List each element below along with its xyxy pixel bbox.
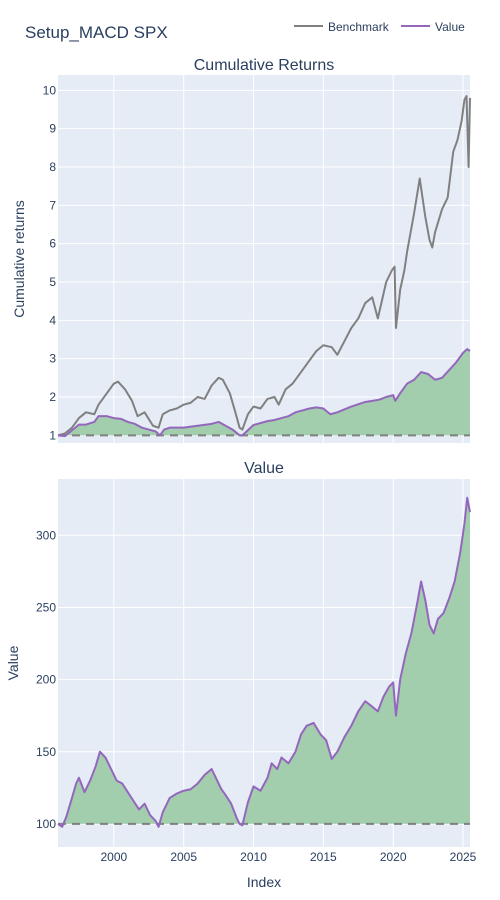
legend: Benchmark Value [294,20,465,34]
y-tick-label-250: 250 [36,600,56,614]
value-area-fill [58,497,470,827]
y-tick-label-7: 7 [49,198,56,212]
y-tick-label-5: 5 [49,275,56,289]
value-area-fill [58,349,470,437]
legend-label-benchmark: Benchmark [328,20,390,34]
y-tick-label-10: 10 [43,83,57,97]
value-panel-ylabel: Value [5,645,21,680]
y-tick-label-1: 1 [49,428,56,442]
y-tick-label-6: 6 [49,237,56,251]
value-fill-area-cumulative [58,349,470,437]
y-tick-label-100: 100 [36,817,56,831]
legend-label-value: Value [435,20,465,34]
y-tick-label-300: 300 [36,528,56,542]
page-title: Setup_MACD SPX [25,23,168,42]
series-line-benchmark [57,95,471,437]
x-tick-label-2000: 2000 [101,850,128,864]
y-tick-label-4: 4 [49,313,56,327]
value-panel: 100 150 200 250 300 2000 2005 2010 2015 2020 2025… [5,460,477,890]
y-tick-labels-cumulative: 1 2 3 4 5 6 7 8 9 10 [43,83,57,442]
x-tick-label-2015: 2015 [310,850,337,864]
legend-item-value[interactable]: Value [401,20,465,34]
series-lines-cumulative [57,95,471,438]
x-axis-label: Index [247,874,281,890]
y-tick-label-200: 200 [36,673,56,687]
series-line-value [57,496,471,828]
y-tick-label-3: 3 [49,352,56,366]
legend-item-benchmark[interactable]: Benchmark [294,20,390,34]
x-tick-label-2025: 2025 [450,850,477,864]
x-tick-label-2010: 2010 [240,850,267,864]
value-fill-area [58,497,470,827]
cumulative-returns-ylabel: Cumulative returns [11,200,27,318]
x-tick-label-2020: 2020 [380,850,407,864]
series-line-value [57,348,471,438]
y-tick-label-150: 150 [36,745,56,759]
y-tick-label-8: 8 [49,160,56,174]
x-tick-label-2005: 2005 [170,850,197,864]
series-lines-value [57,496,471,828]
cumulative-returns-title: Cumulative Returns [194,57,335,74]
cumulative-returns-panel: 1 2 3 4 5 6 7 8 9 10 Cumulative Returns Cumulativ… [11,57,471,443]
y-tick-label-9: 9 [49,122,56,136]
y-tick-labels-value: 100 150 200 250 300 [36,528,56,831]
y-tick-label-2: 2 [49,390,56,404]
plot-area-cumulative [58,75,470,443]
value-panel-title: Value [244,460,284,477]
x-tick-labels: 2000 2005 2010 2015 2020 2025 [101,850,477,864]
